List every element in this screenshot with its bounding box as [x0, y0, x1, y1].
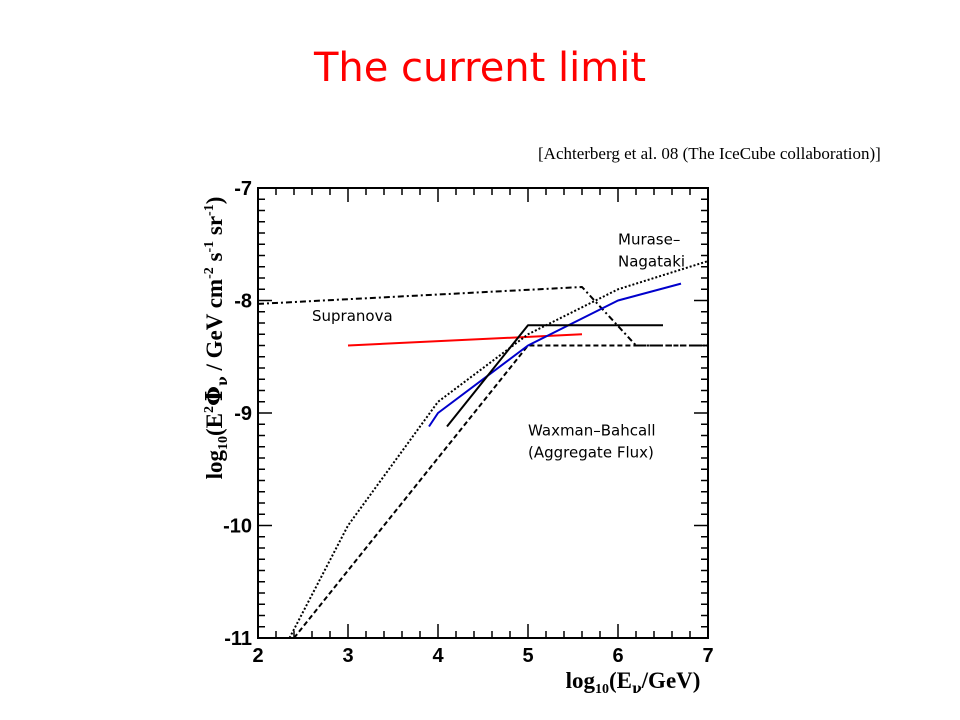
annotation-3-line2: (Aggregate Flux)	[528, 444, 654, 462]
y-tick-label: -9	[234, 403, 252, 425]
x-tick-label: 4	[432, 645, 444, 667]
series-line-3	[293, 344, 708, 639]
x-axis-label: log10(Eν/GeV)	[566, 668, 701, 697]
x-tick-label: 3	[342, 645, 353, 667]
series-line-6	[446, 324, 663, 428]
x-tick-label: 2	[252, 645, 263, 667]
series-lines	[257, 260, 709, 639]
citation: [Achterberg et al. 08 (The IceCube colla…	[538, 144, 881, 163]
x-tick-label: 5	[522, 645, 533, 667]
axis-ticks	[257, 187, 709, 639]
annotations: Murase– Nagataki Supranova Waxman–Bahcall (A…	[312, 230, 685, 461]
y-tick-label: -10	[223, 516, 252, 538]
y-axis-label: log10(E2Φν / GeV cm-2 s-1 sr-1)	[201, 197, 231, 480]
y-tick-label: -7	[234, 178, 252, 200]
slide-title: The current limit	[313, 45, 647, 91]
series-line-1	[347, 333, 583, 347]
y-tick-label: -8	[234, 291, 252, 313]
annotation-1: Murase–	[618, 230, 680, 248]
annotation-2: Supranova	[312, 307, 393, 325]
series-line-2	[257, 286, 708, 347]
annotation-3: Waxman–Bahcall	[528, 422, 656, 440]
x-tick-label: 6	[612, 645, 623, 667]
x-tick-label: 7	[702, 645, 713, 667]
annotation-1-line2: Nagataki	[618, 252, 685, 270]
y-tick-label: -11	[224, 628, 252, 650]
axis-tick-labels: 2 3 4 5 6 7 -7 -8 -9 -10 -11	[223, 178, 713, 667]
series-line-4	[288, 260, 709, 639]
series-line-5	[428, 282, 682, 428]
